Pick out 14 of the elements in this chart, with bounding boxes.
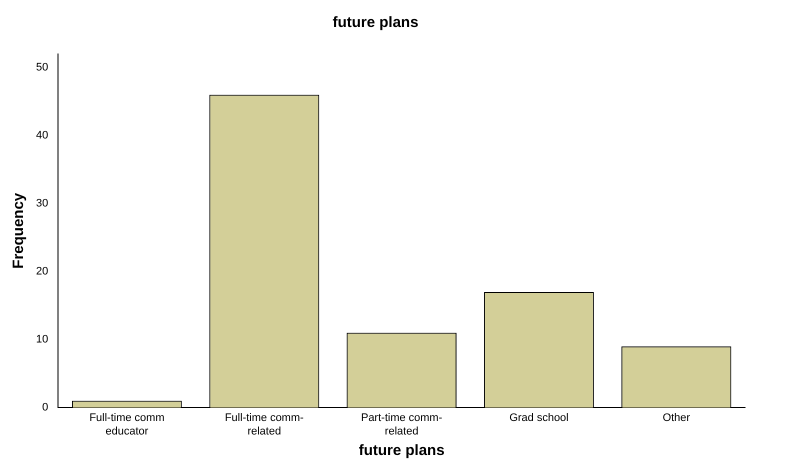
- y-tick-label: 0: [42, 402, 48, 414]
- y-tick-label: 10: [36, 334, 48, 346]
- x-tick-label: Grad school: [509, 412, 569, 424]
- x-tick-label: Part-time comm-related: [360, 412, 443, 438]
- x-tick-label: Full-time comm-related: [224, 412, 304, 438]
- chart-title: future plans: [332, 14, 418, 32]
- x-axis-title: future plans: [358, 442, 445, 460]
- y-tick-label: 50: [36, 62, 48, 74]
- y-tick-label: 20: [36, 266, 48, 278]
- y-tick-label: 30: [36, 198, 48, 210]
- x-tick-label: Full-time comm educator: [89, 412, 164, 438]
- y-tick-label: 40: [36, 130, 48, 142]
- y-axis-title: Frequency: [10, 192, 28, 269]
- x-tick-label: Other: [662, 412, 690, 424]
